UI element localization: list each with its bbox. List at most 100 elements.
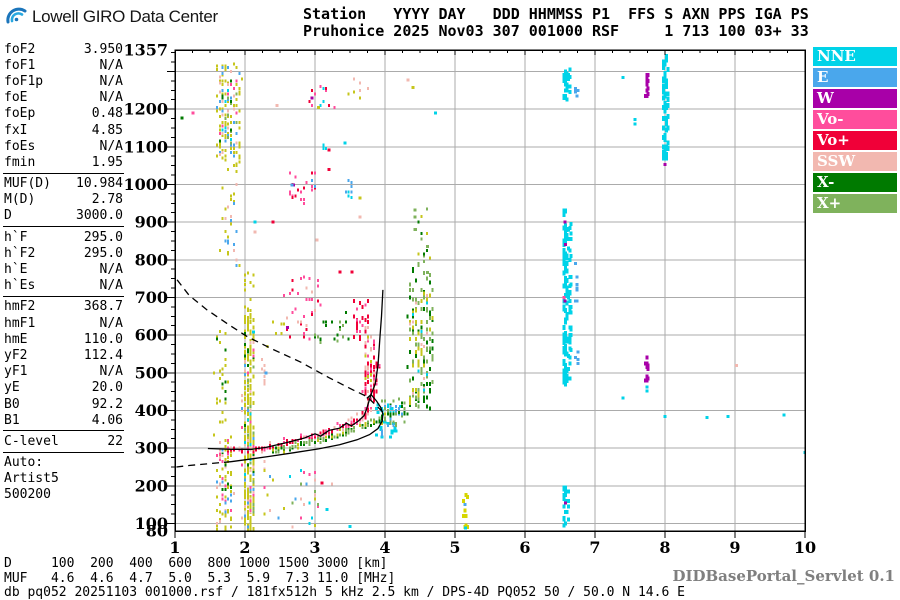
y-tick-label: 800 [135, 250, 168, 269]
direction-legend: NNE E W Vo- Vo+ SSW X- X+ [813, 47, 897, 215]
param-label: C-level [4, 433, 59, 449]
d-row: D 100 200 400 600 800 1000 1500 3000 [km… [4, 556, 388, 571]
param-value: 2.78 [91, 192, 123, 208]
param-row-auto: Auto: [4, 455, 123, 471]
param-label: h`Es [4, 278, 36, 294]
param-row-hf: h`F 295.0 [4, 229, 123, 245]
panel-divider [3, 295, 124, 297]
param-row-d: D 3000.0 [4, 208, 123, 224]
curve-tangent-sweep-tail [176, 461, 232, 468]
param-value: 3.950 [83, 41, 123, 57]
param-value: N/A [99, 262, 123, 278]
param-label: h`E [4, 262, 28, 278]
x-tick-label: 6 [519, 538, 530, 557]
legend-item-x: X- [813, 173, 897, 192]
station-header-line1: Station YYYY DAY DDD HHMMSS P1 FFS S AXN… [303, 5, 809, 23]
param-label: h`F2 [4, 245, 36, 261]
y-tick-label: 100 [135, 514, 168, 533]
legend-item-vo: Vo- [813, 110, 897, 129]
param-label: Artist5 [4, 471, 59, 487]
y-tick-label: 1200 [123, 100, 168, 119]
param-label: foF1p [4, 73, 44, 89]
param-row-b0: B0 92.2 [4, 396, 123, 412]
param-label: foF1 [4, 57, 36, 73]
param-value: N/A [99, 315, 123, 331]
curve-profile-foF2-asymptote [366, 289, 384, 399]
param-row-mufd: MUF(D) 10.984 [4, 176, 123, 192]
param-value: 3000.0 [76, 208, 123, 224]
param-label: foEp [4, 106, 36, 122]
param-label: 500200 [4, 487, 51, 503]
param-value: 20.0 [91, 380, 123, 396]
x-tick-label: 1 [169, 538, 180, 557]
y-tick-label: 300 [135, 439, 168, 458]
param-row-fof1p: foF1p N/A [4, 73, 123, 89]
param-value: N/A [99, 73, 123, 89]
curve-fitted-trace [207, 394, 372, 450]
x-tick-label: 5 [449, 538, 460, 557]
param-label: fxI [4, 122, 28, 138]
param-value: 1.95 [91, 154, 123, 170]
param-label: hmF1 [4, 315, 36, 331]
param-row-500200: 500200 [4, 487, 123, 503]
giro-logo: Lowell GIRO Data Center [5, 5, 218, 28]
curve-tangent-sweep [230, 394, 384, 463]
legend-item-vo: Vo+ [813, 131, 897, 150]
param-row-hmf2: hmF2 368.7 [4, 299, 123, 315]
param-row-hme: hmE 110.0 [4, 331, 123, 347]
d-muf-table: D 100 200 400 600 800 1000 1500 3000 [km… [4, 556, 395, 586]
param-row-hes: h`Es N/A [4, 278, 123, 294]
param-value: 112.4 [83, 347, 123, 363]
param-value: 4.06 [91, 412, 123, 428]
param-value: 295.0 [83, 229, 123, 245]
x-tick-label: 4 [379, 538, 390, 557]
x-tick-label: 7 [589, 538, 600, 557]
y-tick-label: 200 [135, 476, 168, 495]
param-label: Auto: [4, 455, 44, 471]
param-label: h`F [4, 229, 28, 245]
param-row-fof2: foF2 3.950 [4, 41, 123, 57]
param-row-artist5: Artist5 [4, 471, 123, 487]
param-value: 10.984 [76, 176, 123, 192]
param-label: B0 [4, 396, 20, 412]
param-row-foep: foEp 0.48 [4, 106, 123, 122]
y-tick-label: 500 [135, 363, 168, 382]
y-tick-label: 400 [135, 401, 168, 420]
param-row-yf1: yF1 N/A [4, 364, 123, 380]
param-row-yf2: yF2 112.4 [4, 347, 123, 363]
param-value: 295.0 [83, 245, 123, 261]
param-label: yF2 [4, 347, 28, 363]
x-tick-label: 3 [309, 538, 320, 557]
y-tick-label: 1100 [123, 137, 168, 156]
logo-text: Lowell GIRO Data Center [32, 6, 218, 26]
param-value: N/A [99, 57, 123, 73]
param-row-he: h`E N/A [4, 261, 123, 277]
param-label: D [4, 208, 12, 224]
station-header: Station YYYY DAY DDD HHMMSS P1 FFS S AXN… [303, 6, 809, 40]
param-value: 110.0 [83, 331, 123, 347]
param-value: 4.85 [91, 122, 123, 138]
param-row-ye: yE 20.0 [4, 380, 123, 396]
legend-item-ssw: SSW [813, 152, 897, 171]
y-tick-label: 900 [135, 213, 168, 232]
param-row-b1: B1 4.06 [4, 412, 123, 428]
servlet-watermark: DIDBasePortal_Servlet 0.1 [672, 567, 895, 585]
param-value: N/A [99, 278, 123, 294]
x-tick-label: 9 [729, 538, 740, 557]
param-label: MUF(D) [4, 176, 51, 192]
param-value: 92.2 [91, 396, 123, 412]
param-row-hf2: h`F2 295.0 [4, 245, 123, 261]
param-row-md: M(D) 2.78 [4, 192, 123, 208]
param-row-hmf1: hmF1 N/A [4, 315, 123, 331]
panel-divider [3, 226, 124, 228]
param-row-foe: foE N/A [4, 90, 123, 106]
param-value: 0.48 [91, 106, 123, 122]
y-tick-label: 1357 [123, 41, 168, 60]
param-row-foes: foEs N/A [4, 138, 123, 154]
param-label: M(D) [4, 192, 36, 208]
param-label: B1 [4, 412, 20, 428]
panel-divider [3, 451, 124, 453]
x-tick-label: 2 [239, 538, 250, 557]
param-label: yE [4, 380, 20, 396]
